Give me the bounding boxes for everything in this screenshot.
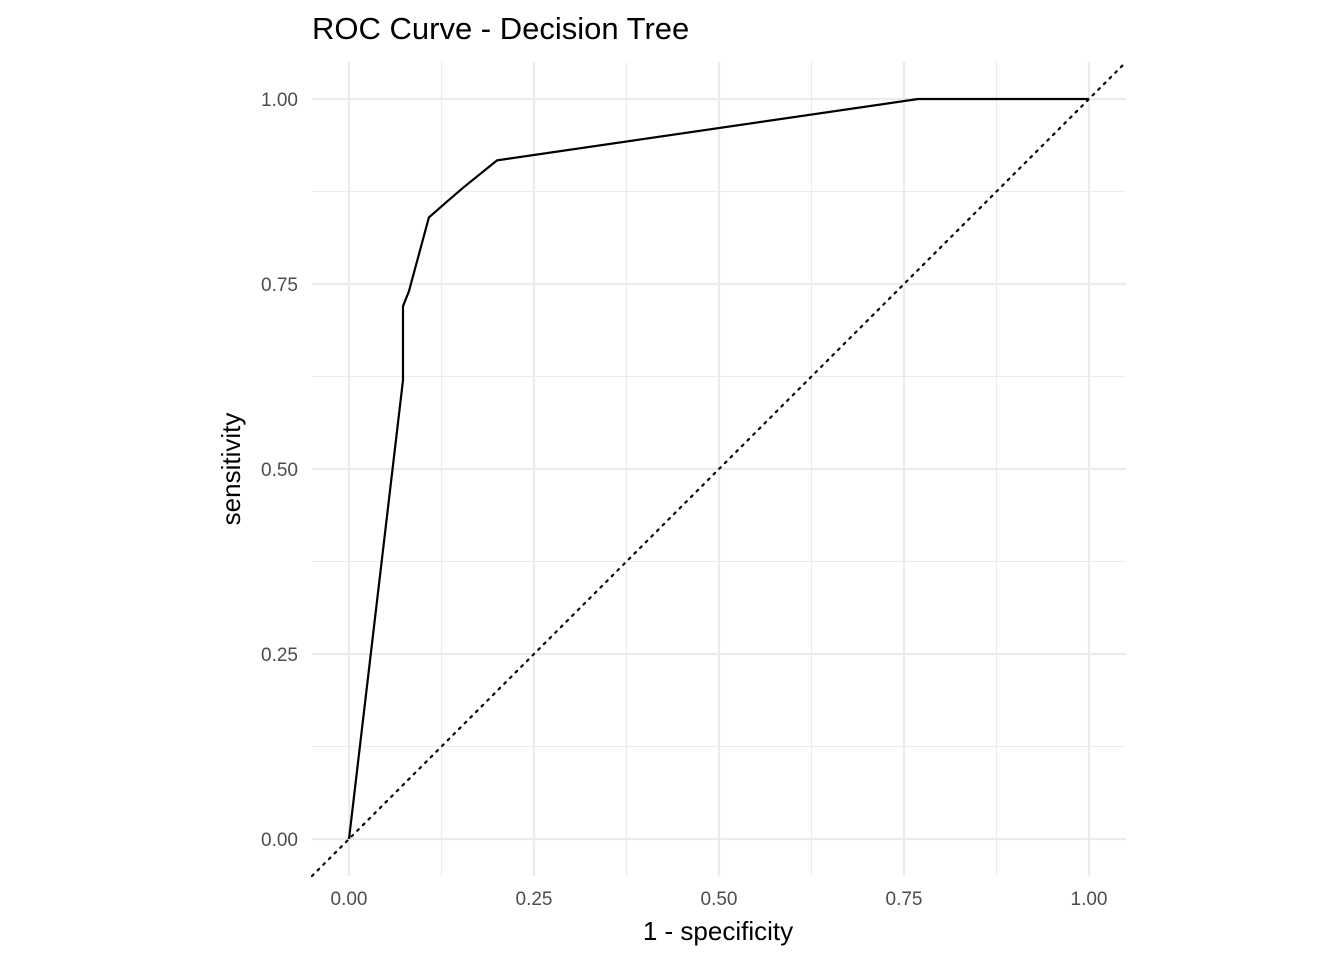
roc-curve-line: [347, 97, 1089, 840]
chart-title: ROC Curve - Decision Tree: [312, 11, 689, 46]
x-tick-label: 0.50: [701, 889, 738, 910]
y-axis-title: sensitivity: [216, 413, 246, 526]
x-tick-label: 1.00: [1071, 889, 1108, 910]
y-tick-label: 0.25: [261, 645, 298, 666]
x-axis-title: 1 - specificity: [643, 916, 793, 946]
x-tick-label: 0.75: [886, 889, 923, 910]
x-tick-label: 0.25: [516, 889, 553, 910]
y-tick-label: 0.50: [261, 460, 298, 481]
x-axis-ticks: 0.00 0.25 0.50 0.75 1.00: [331, 889, 1108, 910]
diagonal-reference-line: [310, 60, 1128, 878]
y-tick-label: 1.00: [261, 90, 298, 111]
x-tick-label: 0.00: [331, 889, 368, 910]
y-tick-label: 0.00: [261, 830, 298, 851]
major-gridlines: [312, 62, 1126, 876]
y-tick-label: 0.75: [261, 275, 298, 296]
y-axis-ticks: 0.00 0.25 0.50 0.75 1.00: [261, 90, 298, 851]
